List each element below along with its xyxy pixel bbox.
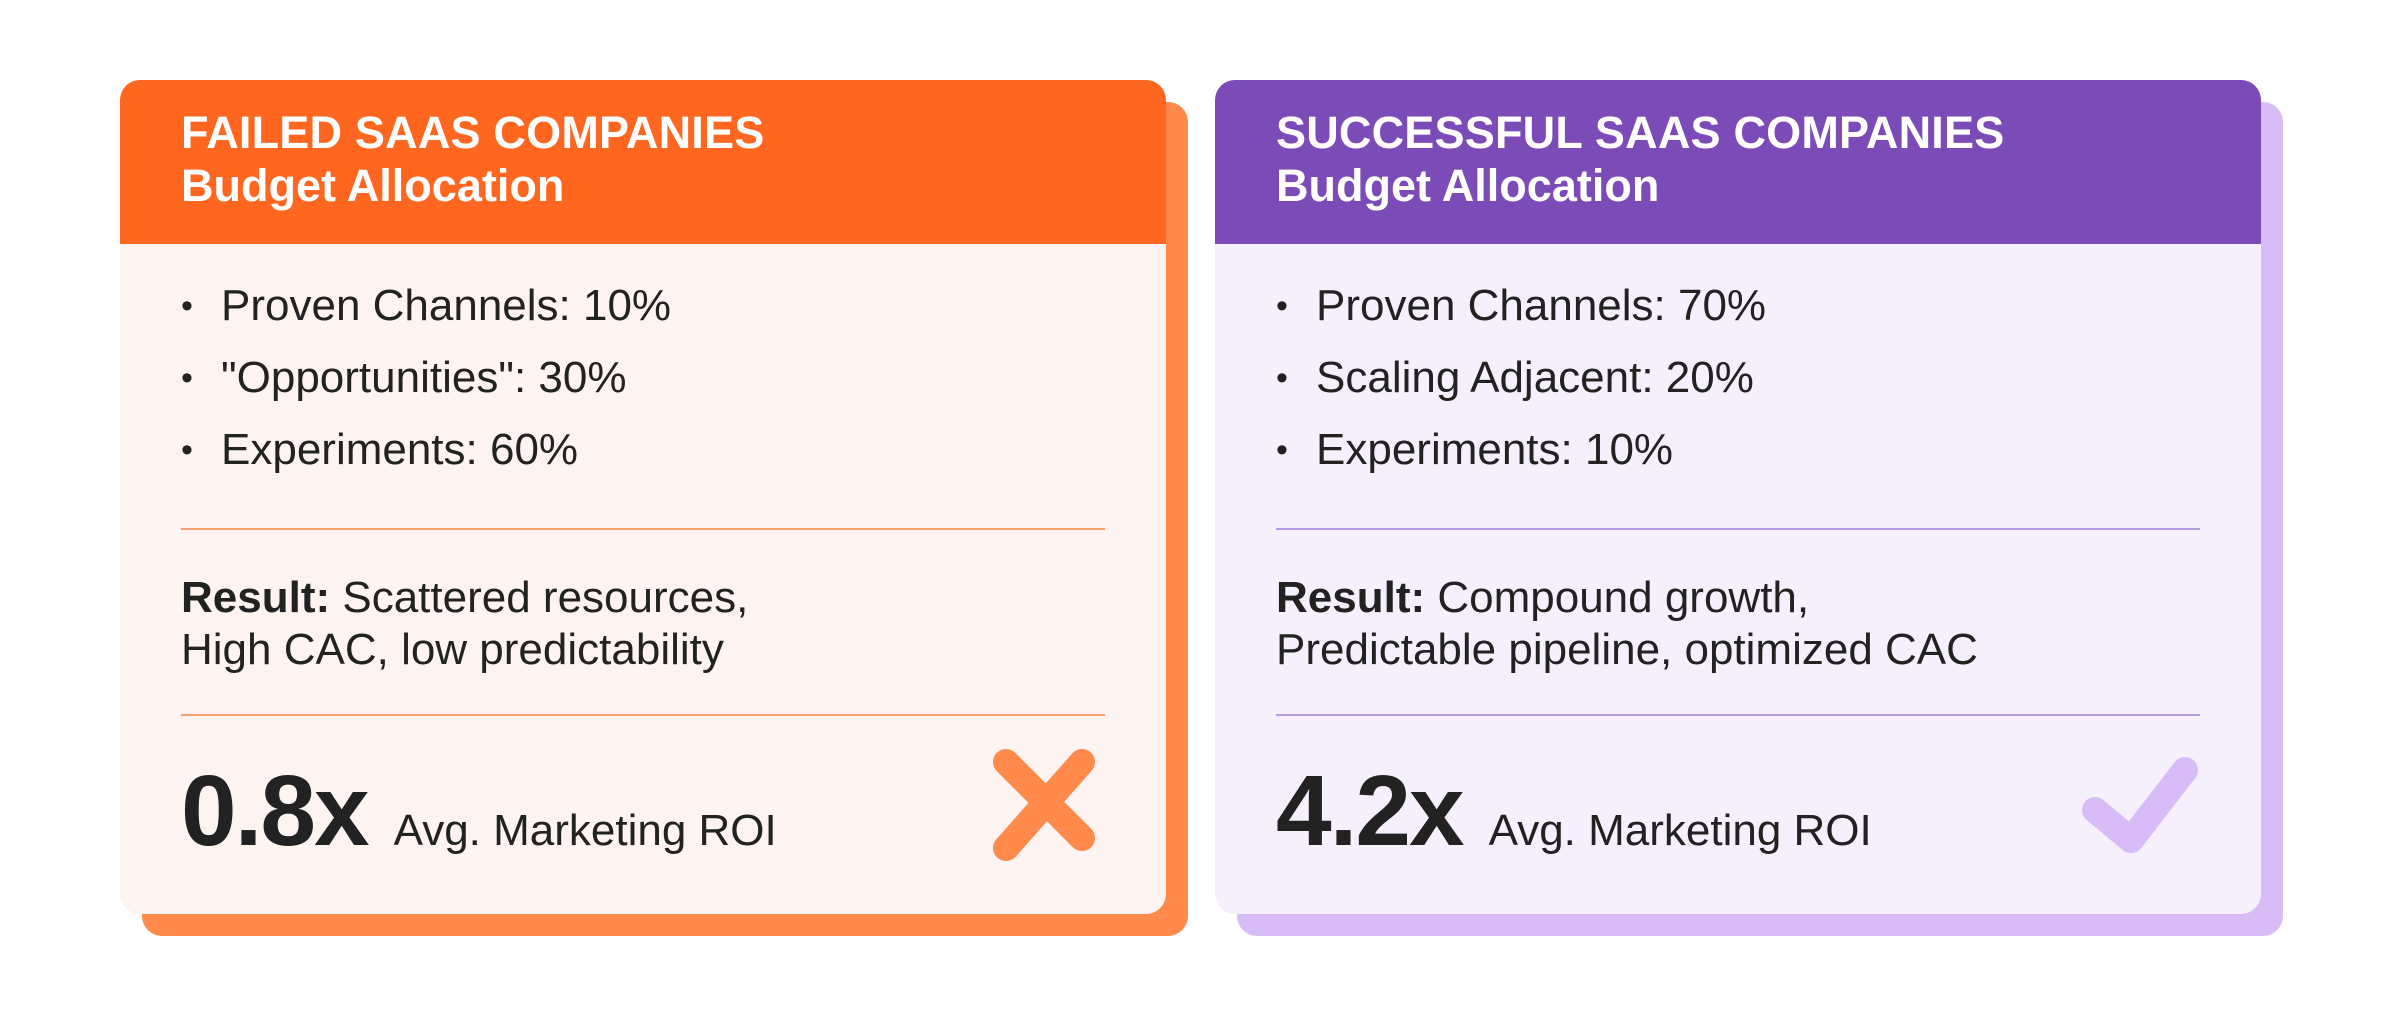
list-item-text: Proven Channels: 10% [221, 281, 672, 330]
divider [181, 714, 1105, 716]
result-line-2: High CAC, low predictability [181, 625, 724, 674]
successful-card-panel: SUCCESSFUL SAAS COMPANIES Budget Allocat… [1215, 80, 2261, 914]
list-item: • Proven Channels: 70% [1276, 270, 2200, 342]
failed-roi: 0.8x Avg. Marketing ROI [181, 756, 1105, 866]
failed-companies-card: FAILED SAAS COMPANIES Budget Allocation … [120, 80, 1188, 936]
list-item-text: Experiments: 60% [221, 425, 579, 474]
bullet-icon: • [1276, 359, 1288, 397]
successful-companies-card: SUCCESSFUL SAAS COMPANIES Budget Allocat… [1215, 80, 2283, 936]
list-item-text: Proven Channels: 70% [1316, 281, 1767, 330]
failed-allocation-list: • Proven Channels: 10% • "Opportunities": … [181, 244, 1105, 486]
bullet-icon: • [181, 287, 193, 325]
successful-roi: 4.2x Avg. Marketing ROI [1276, 756, 2200, 866]
x-mark-icon [993, 749, 1095, 861]
list-item-text: Scaling Adjacent: 20% [1316, 353, 1754, 402]
list-item: • Scaling Adjacent: 20% [1276, 342, 2200, 414]
failed-card-subtitle: Budget Allocation [181, 160, 565, 211]
roi-label: Avg. Marketing ROI [393, 806, 777, 855]
list-item: • Experiments: 10% [1276, 414, 2200, 486]
failed-card-panel: FAILED SAAS COMPANIES Budget Allocation … [120, 80, 1166, 914]
result-line-1: Compound growth, [1437, 573, 1810, 622]
successful-card-title: SUCCESSFUL SAAS COMPANIES [1276, 107, 2005, 158]
failed-result: Result: Scattered resources, High CAC, l… [181, 572, 1105, 676]
result-label: Result: [1276, 573, 1426, 622]
successful-card-subtitle: Budget Allocation [1276, 160, 1660, 211]
bullet-icon: • [1276, 287, 1288, 325]
successful-card-header: SUCCESSFUL SAAS COMPANIES Budget Allocat… [1215, 80, 2261, 244]
checkmark-icon [2082, 757, 2198, 853]
roi-value: 4.2x [1276, 755, 1465, 867]
successful-card-body: • Proven Channels: 70% • Scaling Adjacent:… [1215, 244, 2261, 914]
failed-card-title: FAILED SAAS COMPANIES [181, 107, 765, 158]
failed-card-header: FAILED SAAS COMPANIES Budget Allocation [120, 80, 1166, 244]
successful-allocation-list: • Proven Channels: 70% • Scaling Adjacent:… [1276, 244, 2200, 486]
result-label: Result: [181, 573, 331, 622]
bullet-icon: • [181, 359, 193, 397]
list-item: • Experiments: 60% [181, 414, 1105, 486]
list-item-text: "Opportunities": 30% [221, 353, 627, 402]
roi-label: Avg. Marketing ROI [1488, 806, 1872, 855]
divider [1276, 528, 2200, 530]
roi-value: 0.8x [181, 755, 370, 867]
divider [181, 528, 1105, 530]
divider [1276, 714, 2200, 716]
failed-card-body: • Proven Channels: 10% • "Opportunities": … [120, 244, 1166, 914]
bullet-icon: • [181, 431, 193, 469]
result-line-2: Predictable pipeline, optimized CAC [1276, 625, 1978, 674]
result-line-1: Scattered resources, [342, 573, 749, 622]
list-item: • Proven Channels: 10% [181, 270, 1105, 342]
list-item: • "Opportunities": 30% [181, 342, 1105, 414]
successful-result: Result: Compound growth, Predictable pip… [1276, 572, 2200, 676]
bullet-icon: • [1276, 431, 1288, 469]
list-item-text: Experiments: 10% [1316, 425, 1674, 474]
